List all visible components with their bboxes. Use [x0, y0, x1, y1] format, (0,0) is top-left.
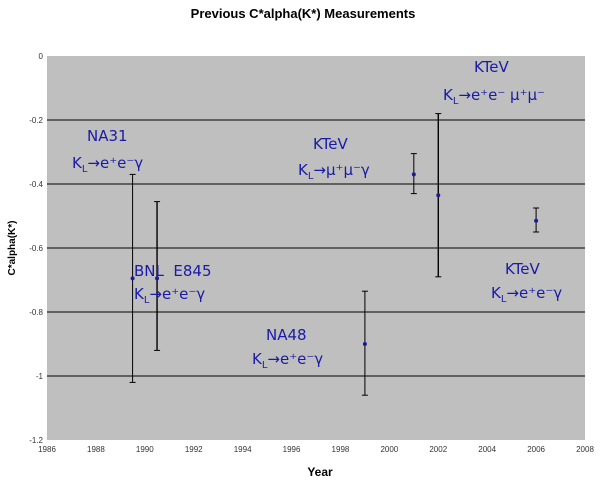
annotation-ktev-eemumu-process: KL→e⁺e⁻ μ⁺μ⁻ [443, 86, 545, 107]
y-axis-title: C*alpha(K*) [7, 220, 18, 275]
annotation-na31-k: K [72, 154, 83, 172]
annotation-bnl-e845-name: BNL E845 [134, 262, 212, 280]
annotation-ktev-eegamma-process: KL→e⁺e⁻γ [491, 284, 562, 305]
x-tick-label: 1992 [185, 445, 203, 454]
annotation-ktev-eegamma-subscript: L [501, 294, 507, 305]
y-tick-label: -0.2 [29, 116, 43, 125]
annotation-na48-decay: →e⁺e⁻γ [267, 350, 323, 368]
annotation-ktev-eegamma-k: K [491, 284, 502, 302]
annotation-na31-subscript: L [82, 164, 88, 175]
annotation-ktev-mumu-gamma-subscript: L [308, 171, 314, 182]
annotation-na31-decay: →e⁺e⁻γ [87, 154, 143, 172]
x-tick-label: 1986 [38, 445, 56, 454]
data-point [130, 276, 135, 281]
data-point [362, 342, 367, 346]
annotation-na48-name: NA48 [266, 326, 307, 344]
annotation-na48-subscript: L [262, 360, 268, 371]
annotation-na48-k: K [252, 350, 263, 368]
y-tick-label: 0 [39, 52, 44, 61]
x-tick-label: 1990 [136, 445, 154, 454]
x-tick-label: 1988 [87, 445, 105, 454]
data-point [411, 172, 416, 177]
y-tick-label: -0.4 [29, 180, 43, 189]
x-tick-label: 2002 [429, 445, 447, 454]
y-tick-label: -1 [36, 372, 44, 381]
annotation-ktev-mumu-gamma-k: K [298, 161, 309, 179]
annotation-na31-process: KL→e⁺e⁻γ [72, 154, 143, 175]
annotation-ktev-eemumu-decay: →e⁺e⁻ μ⁺μ⁻ [458, 86, 545, 104]
x-tick-label: 2006 [527, 445, 545, 454]
x-tick-label: 1998 [332, 445, 350, 454]
annotation-ktev-eemumu-k: K [443, 86, 454, 104]
annotation-bnl-e845-subscript: L [144, 295, 150, 306]
annotation-ktev-mumu-gamma-decay: →μ⁺μ⁻γ [313, 161, 369, 179]
y-tick-label: -1.2 [29, 436, 43, 445]
annotation-ktev-eegamma-decay: →e⁺e⁻γ [506, 284, 562, 302]
chart-title: Previous C*alpha(K*) Measurements [190, 6, 416, 21]
y-tick-label: -0.8 [29, 308, 43, 317]
x-tick-label: 2000 [380, 445, 398, 454]
annotation-ktev-mumu-gamma-process: KL→μ⁺μ⁻γ [298, 161, 370, 182]
y-tick-label: -0.6 [29, 244, 43, 253]
annotation-bnl-e845-decay: →e⁺e⁻γ [149, 285, 205, 303]
data-point [155, 276, 160, 281]
x-tick-label: 1996 [283, 445, 301, 454]
data-point [436, 193, 441, 198]
x-tick-label: 2004 [478, 445, 496, 454]
annotation-ktev-mumu-gamma-name: KTeV [313, 135, 349, 153]
x-tick-label: 1994 [234, 445, 252, 454]
annotation-ktev-eegamma-name: KTeV [505, 260, 541, 278]
annotation-bnl-e845-k: K [134, 285, 145, 303]
x-axis-title: Year [307, 465, 333, 479]
annotation-ktev-eemumu-name: KTeV [474, 58, 510, 76]
annotation-ktev-eemumu-subscript: L [453, 96, 459, 107]
annotation-na48-process: KL→e⁺e⁻γ [252, 350, 323, 371]
annotation-na31-name: NA31 [87, 127, 128, 145]
annotation-bnl-e845-process: KL→e⁺e⁻γ [134, 285, 205, 306]
data-point [534, 218, 539, 223]
x-tick-label: 2008 [576, 445, 594, 454]
